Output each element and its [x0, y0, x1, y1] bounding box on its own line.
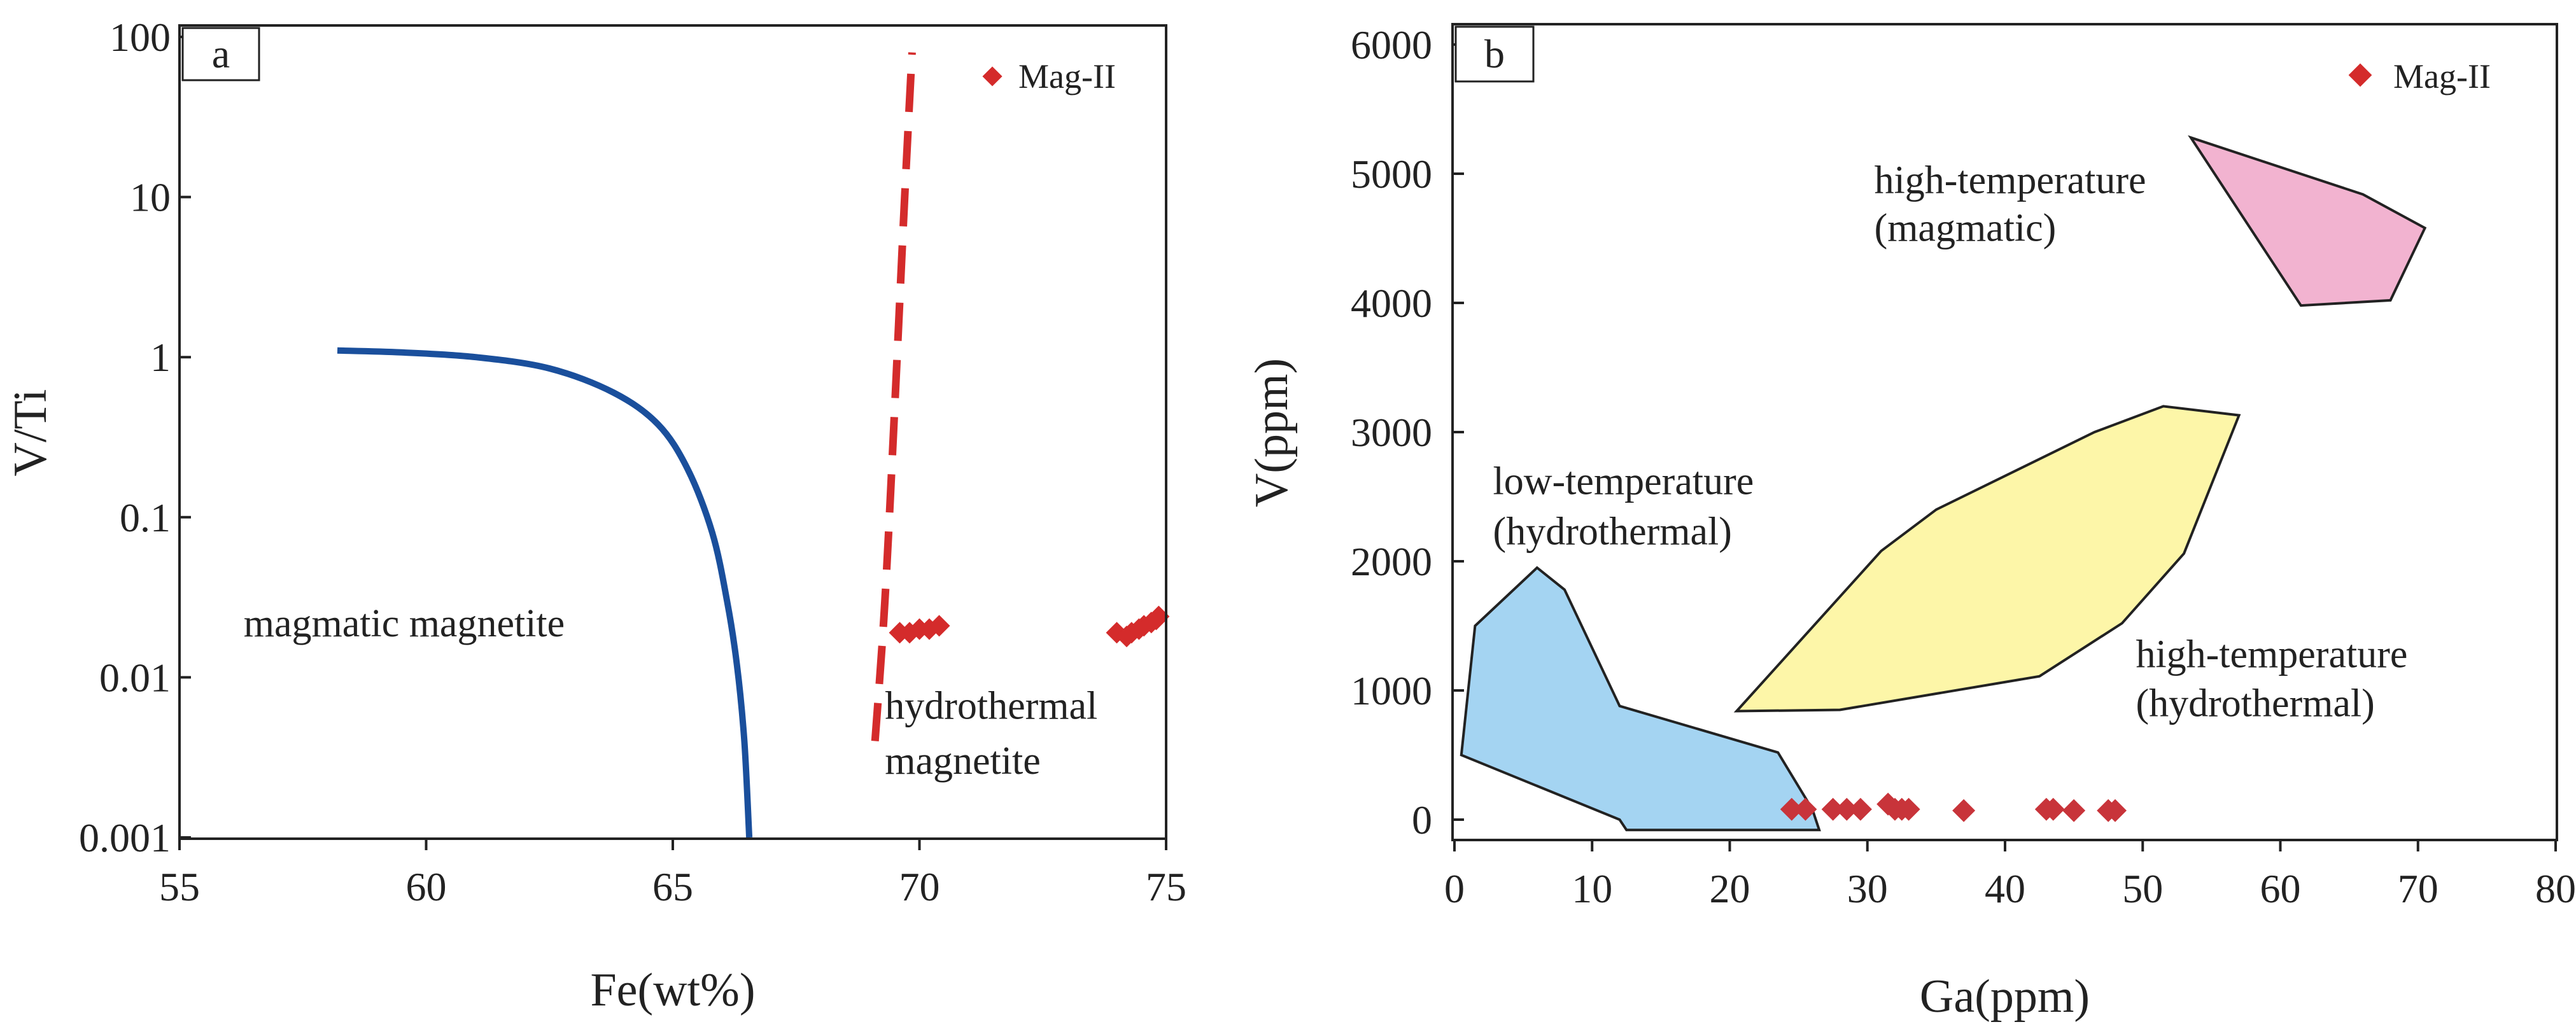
mag-ii-point [1148, 605, 1170, 627]
y-tick-label: 1000 [1351, 668, 1432, 713]
x-tick-label: 10 [1572, 866, 1612, 911]
panel-a-legend: Mag-II [982, 57, 1116, 95]
mag-ii-point [1835, 797, 1859, 821]
y-tick-label: 6000 [1351, 22, 1432, 67]
region-label: low-temperature [1493, 459, 1754, 503]
panel-a-tag-box: a [181, 27, 260, 81]
panel-a-frame [178, 24, 1167, 840]
mag-ii-point [1780, 797, 1803, 821]
mag-ii-point [1848, 797, 1872, 821]
y-tick-label: 100 [109, 15, 171, 60]
mag-ii-point [1897, 797, 1920, 821]
y-tick-label: 1 [150, 335, 171, 380]
panel-b-plot-area: low-temperature (hydrothermal) high-temper… [1460, 135, 2427, 832]
panel-a-fe-vti-chart: magmatic magnetitehydrothermalmagnetite … [4, 15, 1186, 1016]
panel-b-legend-label: Mag-II [2393, 57, 2491, 95]
region-label: (hydrothermal) [1493, 510, 1732, 554]
x-tick-label: 50 [2122, 866, 2163, 911]
y-tick-label: 0.001 [79, 815, 171, 860]
panel-a-tag: a [212, 31, 230, 76]
y-tick-label: 3000 [1351, 410, 1432, 455]
region-label: magnetite [885, 739, 1040, 783]
panel-b-ga-v-chart: low-temperature (hydrothermal) high-temper… [1246, 22, 2576, 1023]
panel-b-legend: Mag-II [2348, 57, 2491, 95]
x-tick-label: 75 [1146, 864, 1186, 909]
panel-a-plot-area: magmatic magnetite hydrothermal magnetite [244, 52, 1170, 838]
region-label: (hydrothermal) [2136, 682, 2374, 725]
mag-ii-point [2041, 797, 2065, 821]
x-tick-label: 20 [1710, 866, 1750, 911]
panel-b-axes: 0 10 20 30 40 50 60 70 80 0 1000 2000 3000 4000 5000 60… [1246, 22, 2576, 1023]
x-tick-label: 70 [2398, 866, 2439, 911]
region-label: magmatic magnetite [244, 602, 565, 645]
x-tick-label: 80 [2535, 866, 2576, 911]
x-tick-label: 65 [652, 864, 693, 909]
x-tick-label: 0 [1444, 866, 1465, 911]
x-tick-label: 40 [1985, 866, 2025, 911]
panel-a-legend-marker [982, 66, 1003, 87]
y-axis-label: V(ppm) [1246, 358, 1298, 507]
high-temp-magmatic-region [2188, 135, 2427, 307]
mag-ii-point [1952, 799, 1976, 822]
panel-b-frame [1451, 23, 2558, 841]
y-tick-label: 0 [1412, 797, 1432, 843]
y-tick-label: 2000 [1351, 539, 1432, 584]
y-tick-label: 0.01 [99, 655, 171, 700]
x-axis-label: Fe(wt%) [591, 964, 756, 1016]
y-tick-label: 0.1 [120, 495, 171, 540]
panel-b-tag-box: b [1454, 25, 1535, 83]
x-tick-label: 30 [1847, 866, 1888, 911]
region-label: hydrothermal [885, 685, 1097, 728]
region-label: high-temperature [1875, 158, 2146, 202]
x-tick-label: 70 [899, 864, 940, 909]
y-tick-label: 4000 [1351, 281, 1432, 326]
mag-ii-point [928, 615, 950, 637]
y-axis-label: V/Ti [4, 389, 57, 476]
mag-ii-point [1794, 797, 1817, 821]
x-axis-label: Ga(ppm) [1920, 970, 2090, 1023]
hydrothermal-boundary-curve [871, 52, 916, 741]
panel-a-legend-label: Mag-II [1018, 57, 1116, 95]
mag-ii-point [2062, 799, 2086, 822]
region-label: (magmatic) [1875, 207, 2057, 250]
region-label: high-temperature [2136, 633, 2407, 676]
y-tick-label: 10 [130, 175, 171, 220]
panel-b-legend-marker [2348, 63, 2372, 87]
panel-a-axes: 55 60 65 70 75 100 10 1 0.1 0.01 0.001 Fe(wt%) V/Ti [4, 15, 1186, 1016]
magmatic-boundary-curve [337, 347, 753, 838]
x-tick-label: 60 [2260, 866, 2301, 911]
mag-ii-point [2104, 799, 2127, 822]
high-temp-hydrothermal-region [1733, 405, 2241, 713]
panel-b-tag: b [1484, 31, 1505, 76]
x-tick-label: 60 [406, 864, 447, 909]
y-tick-label: 5000 [1351, 151, 1432, 197]
x-tick-label: 55 [159, 864, 200, 909]
mag-ii-point [1821, 797, 1845, 821]
